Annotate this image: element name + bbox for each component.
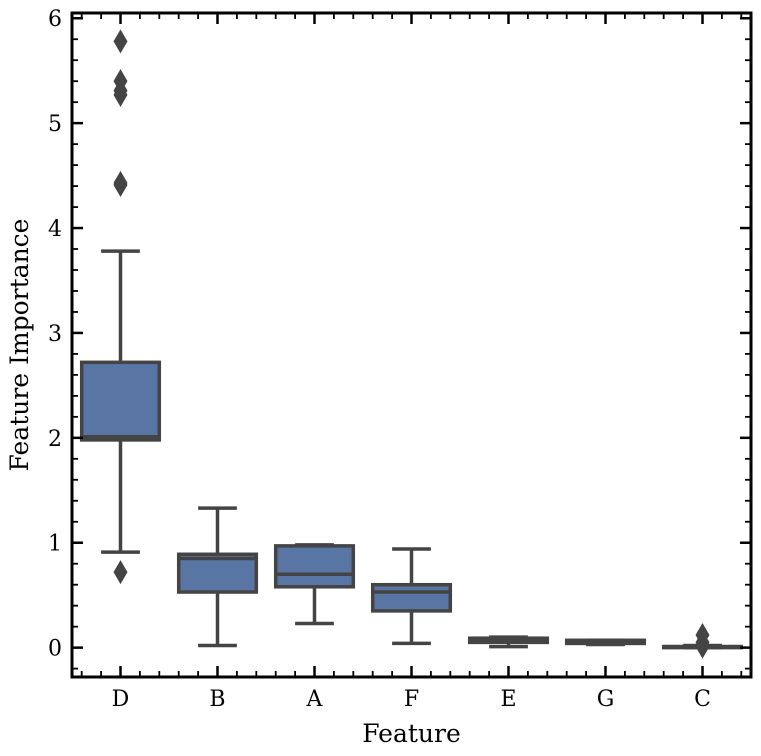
box-C-outlier-3 [695,623,710,648]
box-F-iqr [370,582,453,613]
x-tick-label-E: E [500,687,516,712]
y-tick-label-4: 4 [48,217,62,242]
x-tick-label-C: C [694,687,711,712]
y-tick-labels: 0 1 2 3 4 5 6 [48,7,62,661]
y-tick-label-2: 2 [48,427,62,452]
x-tick-label-G: G [597,687,615,712]
y-tick-label-1: 1 [48,532,62,557]
box-D-outlier-1 [113,560,128,585]
plot-area [79,29,744,659]
x-tick-label-A: A [306,687,324,712]
x-axis-label: Feature [362,719,461,748]
y-tick-label-3: 3 [48,322,62,347]
box-D-outlier-7 [113,29,128,54]
box-B-iqr [176,552,259,594]
x-tick-label-B: B [209,687,225,712]
plot-frame [70,11,753,679]
y-tick-label-6: 6 [48,7,62,32]
box-D-iqr [79,360,162,442]
y-tick-label-0: 0 [48,637,62,662]
y-tick-label-5: 5 [48,112,62,137]
box-D-outlier-3 [113,170,128,195]
y-axis-label: Feature Importance [5,219,34,472]
x-tick-label-F: F [404,687,419,712]
x-tick-label-D: D [112,687,130,712]
box-D-outlier-6 [113,69,128,94]
box-A-iqr [273,544,356,589]
